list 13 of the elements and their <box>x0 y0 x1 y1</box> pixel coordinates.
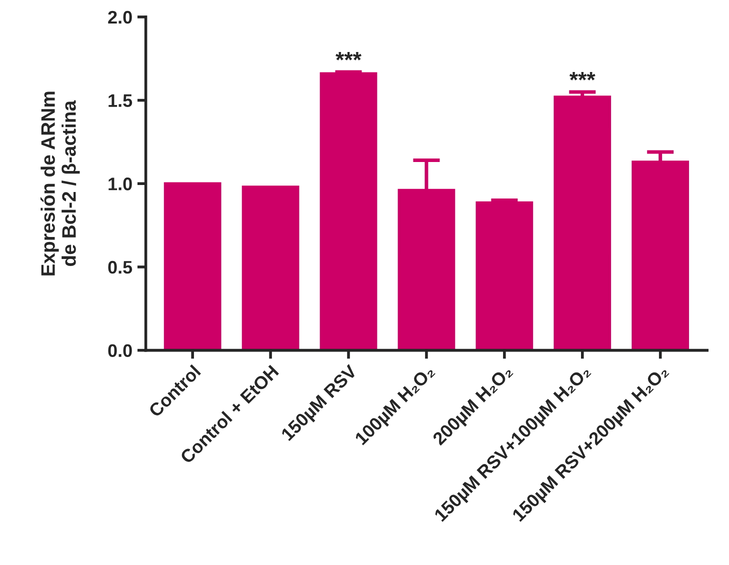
y-tick-label: 2.0 <box>108 10 132 24</box>
y-tick-label: 0.0 <box>108 344 132 358</box>
bar <box>164 182 222 350</box>
y-tick-label: 1.0 <box>108 178 132 190</box>
y-tick-label: 1.5 <box>108 94 132 108</box>
bar <box>242 186 300 350</box>
annotation: *** <box>569 72 596 80</box>
bar <box>554 96 612 350</box>
annotation: *** <box>336 52 362 60</box>
y-tick-label: 0.5 <box>108 260 132 274</box>
bar <box>320 72 378 350</box>
bar <box>476 201 534 350</box>
y-axis-title: Expresión de ARNm de Bcl-2 / β-actina <box>40 92 80 276</box>
